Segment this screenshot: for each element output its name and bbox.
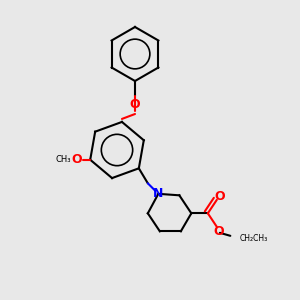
Text: CH₃: CH₃ xyxy=(56,155,71,164)
Text: CH₂CH₃: CH₂CH₃ xyxy=(239,234,268,243)
Text: O: O xyxy=(213,225,224,238)
Text: O: O xyxy=(214,190,225,203)
Text: O: O xyxy=(130,98,140,112)
Text: O: O xyxy=(71,153,82,166)
Text: N: N xyxy=(153,187,164,200)
